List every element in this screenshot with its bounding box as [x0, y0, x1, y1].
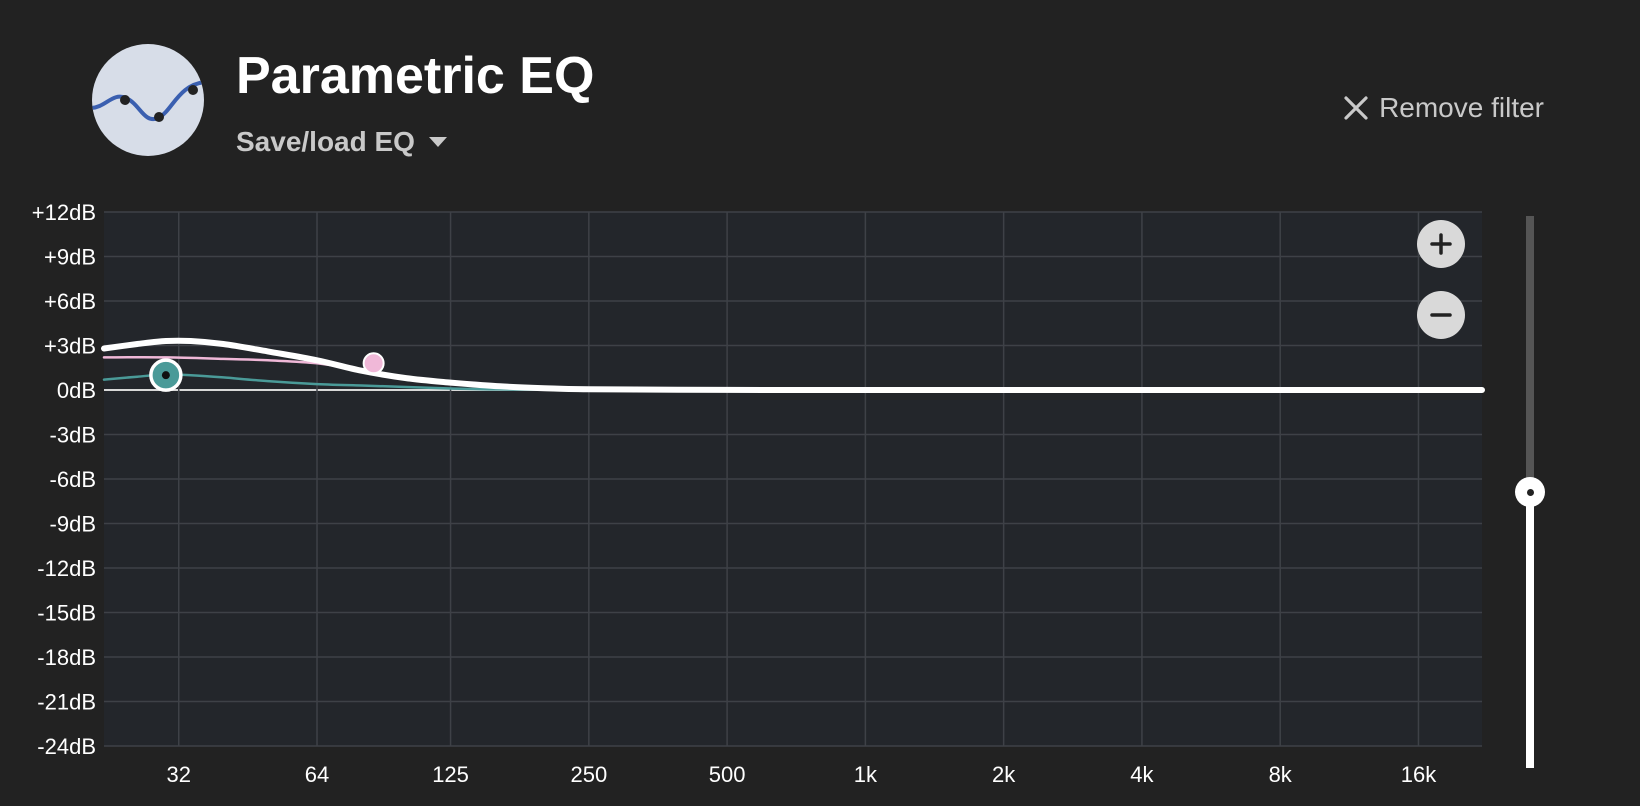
- remove-filter-label: Remove filter: [1379, 92, 1544, 123]
- y-tick-label: -9dB: [50, 512, 96, 537]
- eq-logo-icon: [92, 44, 204, 156]
- x-tick-label: 125: [432, 762, 469, 787]
- save-load-eq-dropdown[interactable]: Save/load EQ: [236, 126, 447, 158]
- x-tick-label: 2k: [992, 762, 1016, 787]
- y-tick-label: -3dB: [50, 423, 96, 448]
- y-tick-label: +12dB: [32, 200, 96, 225]
- filter-handle-2[interactable]: [362, 352, 385, 375]
- x-tick-label: 500: [709, 762, 746, 787]
- combined-response-curve: [101, 337, 1485, 393]
- plus-icon: [1430, 233, 1452, 255]
- x-tick-label: 250: [570, 762, 607, 787]
- y-tick-label: +3dB: [44, 334, 96, 359]
- y-tick-label: 0dB: [57, 378, 96, 403]
- remove-filter-button[interactable]: Remove filter: [1341, 92, 1544, 124]
- filter-handle-center-dot: [161, 371, 170, 380]
- gain-slider[interactable]: [1510, 216, 1550, 768]
- y-tick-label: +9dB: [44, 245, 96, 270]
- page-title: Parametric EQ: [236, 47, 595, 105]
- x-tick-label: 16k: [1401, 762, 1437, 787]
- gain-slider-track-upper: [1526, 216, 1534, 492]
- header: Parametric EQ Save/load EQ Remove filter: [0, 0, 1640, 200]
- y-tick-label: +6dB: [44, 289, 96, 314]
- y-tick-label: -12dB: [37, 556, 96, 581]
- close-icon: [1344, 96, 1368, 120]
- x-tick-label: 64: [305, 762, 329, 787]
- eq-chart-area: +12dB +9dB +6dB +3dB 0dB -3dB -6dB -9dB -12dB -15…: [0, 200, 1500, 806]
- x-tick-label: 32: [167, 762, 191, 787]
- gain-slider-thumb[interactable]: [1515, 477, 1545, 507]
- x-tick-label: 8k: [1269, 762, 1293, 787]
- minus-icon: [1430, 313, 1452, 317]
- gain-slider-track-lower: [1526, 492, 1534, 768]
- x-tick-label: 4k: [1130, 762, 1154, 787]
- zoom-in-button[interactable]: [1417, 220, 1465, 268]
- x-tick-label: 1k: [854, 762, 878, 787]
- y-tick-label: -18dB: [37, 645, 96, 670]
- caret-down-icon: [428, 137, 447, 147]
- save-load-eq-label: Save/load EQ: [236, 126, 415, 157]
- eq-frequency-response-chart[interactable]: +12dB +9dB +6dB +3dB 0dB -3dB -6dB -9dB -12dB -15…: [0, 200, 1500, 806]
- y-tick-label: -15dB: [37, 601, 96, 626]
- zoom-out-button[interactable]: [1417, 291, 1465, 339]
- y-tick-label: -21dB: [37, 690, 96, 715]
- y-tick-label: -6dB: [50, 467, 96, 492]
- y-tick-label: -24dB: [37, 734, 96, 759]
